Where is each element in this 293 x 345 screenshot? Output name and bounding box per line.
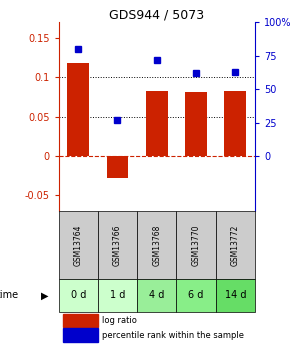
Bar bbox=[216, 279, 255, 312]
Text: GSM13766: GSM13766 bbox=[113, 224, 122, 266]
Text: GSM13768: GSM13768 bbox=[152, 224, 161, 266]
Text: 1 d: 1 d bbox=[110, 290, 125, 300]
Bar bbox=[224, 91, 246, 156]
Bar bbox=[185, 92, 207, 156]
Text: 6 d: 6 d bbox=[188, 290, 204, 300]
Bar bbox=[98, 211, 137, 279]
Text: ▶: ▶ bbox=[41, 290, 49, 300]
Text: percentile rank within the sample: percentile rank within the sample bbox=[102, 331, 244, 339]
Bar bbox=[137, 211, 176, 279]
Bar bbox=[59, 279, 98, 312]
Bar bbox=[59, 211, 98, 279]
Bar bbox=[146, 91, 168, 156]
Bar bbox=[107, 156, 128, 178]
Bar bbox=[137, 279, 176, 312]
Text: GSM13764: GSM13764 bbox=[74, 224, 83, 266]
Text: 0 d: 0 d bbox=[71, 290, 86, 300]
Bar bbox=[98, 279, 137, 312]
Text: GSM13772: GSM13772 bbox=[231, 224, 240, 266]
Bar bbox=[176, 279, 216, 312]
Bar bbox=[176, 211, 216, 279]
Bar bbox=[67, 63, 89, 156]
Text: 14 d: 14 d bbox=[224, 290, 246, 300]
Title: GDS944 / 5073: GDS944 / 5073 bbox=[109, 8, 204, 21]
Text: GSM13770: GSM13770 bbox=[192, 224, 200, 266]
Bar bbox=[62, 328, 98, 342]
Text: 4 d: 4 d bbox=[149, 290, 164, 300]
Bar bbox=[62, 314, 98, 327]
Text: time: time bbox=[0, 290, 19, 300]
Text: log ratio: log ratio bbox=[102, 316, 137, 325]
Bar bbox=[216, 211, 255, 279]
